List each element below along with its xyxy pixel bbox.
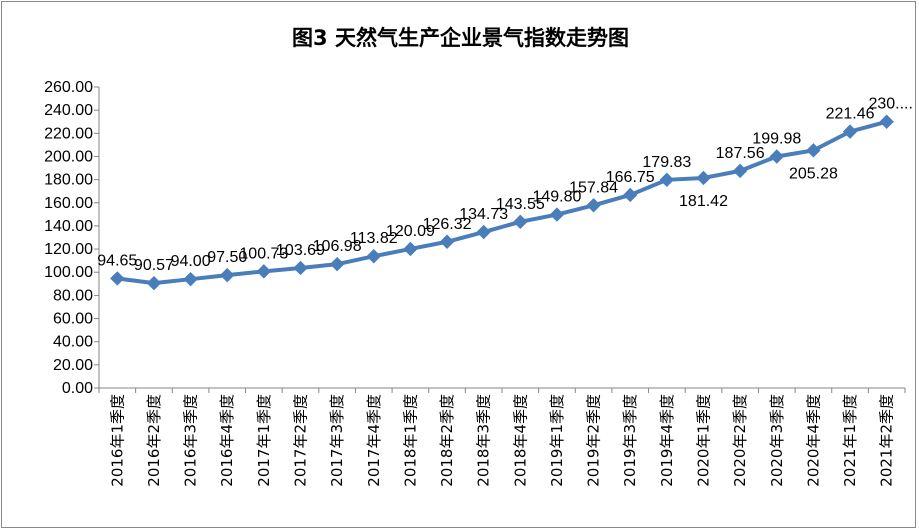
data-point-marker xyxy=(403,241,418,257)
data-label: 94.00 xyxy=(171,253,211,270)
data-point-marker xyxy=(183,271,198,287)
data-label: 113.82 xyxy=(350,230,398,247)
x-tick-label: 2021年1季度 xyxy=(841,394,859,487)
y-tick-label: 260.00 xyxy=(44,79,93,96)
x-tick-label: 2020年4季度 xyxy=(804,394,822,487)
x-tick-label: 2017年2季度 xyxy=(292,394,310,487)
y-tick-label: 120.00 xyxy=(44,241,93,258)
data-point-marker xyxy=(879,114,894,129)
data-point-marker xyxy=(623,187,638,203)
y-tick-label: 180.00 xyxy=(44,172,93,189)
x-tick-label: 2019年4季度 xyxy=(658,394,676,487)
chart-title: 图3 天然气生产企业景气指数走势图 xyxy=(292,26,629,50)
data-label: 97.50 xyxy=(207,249,247,266)
y-tick-label: 240.00 xyxy=(44,102,93,119)
data-label: 143.55 xyxy=(496,196,545,213)
x-tick-label: 2016年3季度 xyxy=(182,394,200,487)
data-point-marker xyxy=(146,275,162,291)
data-point-marker xyxy=(329,256,345,272)
x-tick-label: 2019年2季度 xyxy=(585,394,603,487)
x-tick-label: 2019年1季度 xyxy=(548,394,566,487)
x-tick-label: 2016年2季度 xyxy=(145,394,163,487)
x-tick-label: 2018年3季度 xyxy=(475,394,493,487)
series-polyline xyxy=(117,119,888,286)
data-point-marker xyxy=(220,267,235,283)
x-tick-label: 2017年1季度 xyxy=(255,394,273,487)
data-point-marker xyxy=(513,214,528,230)
x-tick-label: 2017年4季度 xyxy=(365,394,383,487)
series-line xyxy=(110,114,894,291)
data-point-marker xyxy=(586,198,601,213)
data-label: 134.73 xyxy=(459,206,508,223)
y-tick-label: 0.00 xyxy=(62,380,93,397)
data-label: 149.80 xyxy=(532,189,581,206)
x-tick-label: 2021年2季度 xyxy=(878,394,896,487)
data-label: 120.09 xyxy=(386,223,435,240)
data-label: 221.46 xyxy=(826,106,875,123)
y-tick-label: 200.00 xyxy=(44,148,93,165)
x-tick-label: 2020年2季度 xyxy=(731,394,749,487)
y-tick-label: 40.00 xyxy=(53,334,93,351)
data-point-marker xyxy=(256,264,272,279)
y-tick-label: 60.00 xyxy=(53,311,93,328)
y-tick-label: 100.00 xyxy=(44,264,93,281)
data-point-marker xyxy=(476,224,491,240)
y-tick-label: 140.00 xyxy=(44,218,93,235)
y-axis: 0.00 20.00 40.00 60.00 80.00 100.00 120.00 140.… xyxy=(44,79,100,397)
data-label: 179.83 xyxy=(642,154,691,171)
x-tick-label: 2016年4季度 xyxy=(218,394,236,487)
data-label: 230.... xyxy=(868,96,912,113)
data-point-marker xyxy=(110,271,125,286)
data-label: 205.28 xyxy=(789,165,838,182)
x-tick-label: 2018年2季度 xyxy=(438,394,456,487)
data-point-marker xyxy=(549,207,565,222)
y-tick-label: 80.00 xyxy=(53,287,93,304)
x-tick-label: 2020年3季度 xyxy=(768,394,786,487)
data-point-marker xyxy=(293,260,308,276)
data-point-marker xyxy=(842,124,858,139)
data-label: 187.56 xyxy=(716,145,765,162)
x-tick-label: 2020年1季度 xyxy=(695,394,713,487)
data-label: 94.65 xyxy=(97,252,137,269)
y-tick-label: 20.00 xyxy=(53,357,93,374)
data-point-marker xyxy=(806,143,821,158)
data-label: 106.98 xyxy=(313,238,362,255)
x-tick-label: 2018年1季度 xyxy=(401,394,419,487)
y-tick-label: 220.00 xyxy=(44,125,93,142)
data-point-marker xyxy=(659,172,675,188)
data-label: 126.32 xyxy=(423,216,472,233)
x-tick-label: 2018年4季度 xyxy=(511,394,529,487)
x-tick-label: 2019年3季度 xyxy=(621,394,639,487)
data-label: 157.84 xyxy=(569,179,618,196)
data-label: 199.98 xyxy=(752,130,801,147)
data-point-marker xyxy=(366,249,381,264)
data-label: 166.75 xyxy=(606,169,655,186)
x-axis: 2016年1季度 2016年2季度 2016年3季度 2016年4季度 2017年1季度… xyxy=(98,387,906,487)
data-point-marker xyxy=(696,170,711,186)
data-label: 181.42 xyxy=(679,193,728,210)
data-point-marker xyxy=(769,149,784,164)
x-tick-label: 2016年1季度 xyxy=(108,394,126,487)
data-point-marker xyxy=(732,163,748,179)
y-tick-label: 160.00 xyxy=(44,195,93,212)
data-labels: 94.6590.5794.0097.50100.73103.69106.9811… xyxy=(97,96,913,274)
data-label: 103.69 xyxy=(276,242,325,259)
data-label: 100.73 xyxy=(239,245,288,262)
data-point-marker xyxy=(439,234,455,249)
x-tick-label: 2017年3季度 xyxy=(328,394,346,487)
data-label: 90.57 xyxy=(134,257,174,274)
